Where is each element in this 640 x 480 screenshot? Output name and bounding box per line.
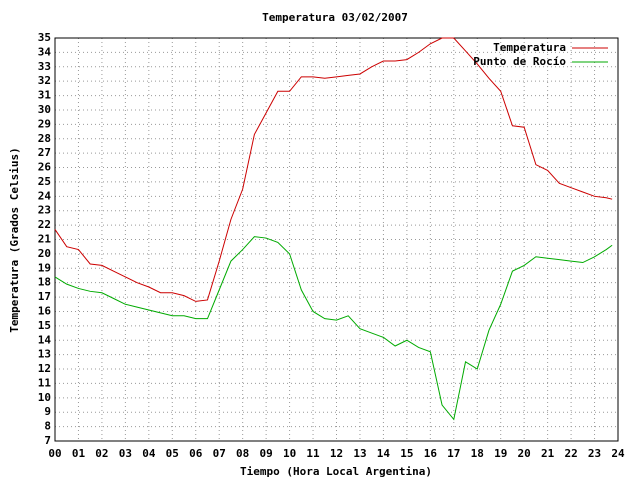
y-tick-label: 10: [38, 391, 51, 404]
x-tick-label: 01: [72, 447, 86, 460]
y-tick-label: 18: [38, 276, 51, 289]
x-tick-label: 11: [306, 447, 320, 460]
x-tick-label: 10: [283, 447, 296, 460]
x-tick-label: 07: [213, 447, 226, 460]
x-tick-label: 04: [142, 447, 156, 460]
x-tick-label: 16: [424, 447, 438, 460]
y-tick-label: 15: [38, 319, 51, 332]
x-tick-label: 23: [588, 447, 601, 460]
y-tick-label: 12: [38, 362, 51, 375]
x-tick-label: 03: [119, 447, 132, 460]
y-tick-label: 33: [38, 60, 51, 73]
x-tick-label: 09: [260, 447, 273, 460]
chart-title: Temperatura 03/02/2007: [262, 11, 408, 24]
y-tick-label: 35: [38, 31, 51, 44]
y-tick-label: 14: [38, 333, 52, 346]
x-tick-label: 13: [353, 447, 366, 460]
y-tick-label: 16: [38, 304, 52, 317]
x-tick-label: 06: [189, 447, 203, 460]
y-tick-label: 24: [38, 189, 52, 202]
y-tick-label: 8: [44, 420, 51, 433]
plot-border: [54, 37, 619, 442]
x-tick-label: 05: [166, 447, 179, 460]
x-tick-label: 15: [400, 447, 413, 460]
y-tick-label: 25: [38, 175, 51, 188]
x-tick-label: 19: [494, 447, 507, 460]
x-tick-label: 18: [471, 447, 484, 460]
x-tick-label: 08: [236, 447, 249, 460]
y-tick-label: 34: [38, 45, 52, 58]
y-tick-label: 7: [44, 434, 51, 447]
data-line: [54, 37, 613, 302]
x-axis-label: Tiempo (Hora Local Argentina): [240, 465, 432, 478]
y-tick-label: 11: [38, 376, 52, 389]
legend-label: Punto de Rocío: [473, 55, 566, 68]
y-tick-label: 31: [38, 89, 52, 102]
y-axis-label: Temperatura (Grados Celsius): [8, 147, 21, 332]
x-tick-label: 20: [518, 447, 531, 460]
y-tick-label: 27: [38, 146, 51, 159]
y-tick-label: 17: [38, 290, 51, 303]
x-tick-label: 12: [330, 447, 343, 460]
data-line: [54, 236, 613, 421]
y-tick-label: 28: [38, 132, 51, 145]
y-tick-label: 29: [38, 117, 51, 130]
x-tick-label: 02: [95, 447, 108, 460]
y-tick-label: 19: [38, 261, 51, 274]
y-tick-label: 20: [38, 247, 51, 260]
x-tick-label: 22: [564, 447, 577, 460]
y-tick-label: 32: [38, 74, 51, 87]
y-tick-label: 26: [38, 161, 52, 174]
y-tick-label: 30: [38, 103, 51, 116]
y-tick-label: 9: [44, 405, 51, 418]
x-tick-label: 17: [447, 447, 460, 460]
x-tick-label: 24: [611, 447, 625, 460]
x-tick-label: 14: [377, 447, 391, 460]
y-tick-label: 23: [38, 204, 51, 217]
legend-label: Temperatura: [493, 41, 566, 54]
y-tick-label: 13: [38, 348, 51, 361]
y-tick-label: 21: [38, 233, 52, 246]
x-tick-label: 00: [48, 447, 61, 460]
x-tick-label: 21: [541, 447, 555, 460]
y-tick-label: 22: [38, 218, 51, 231]
